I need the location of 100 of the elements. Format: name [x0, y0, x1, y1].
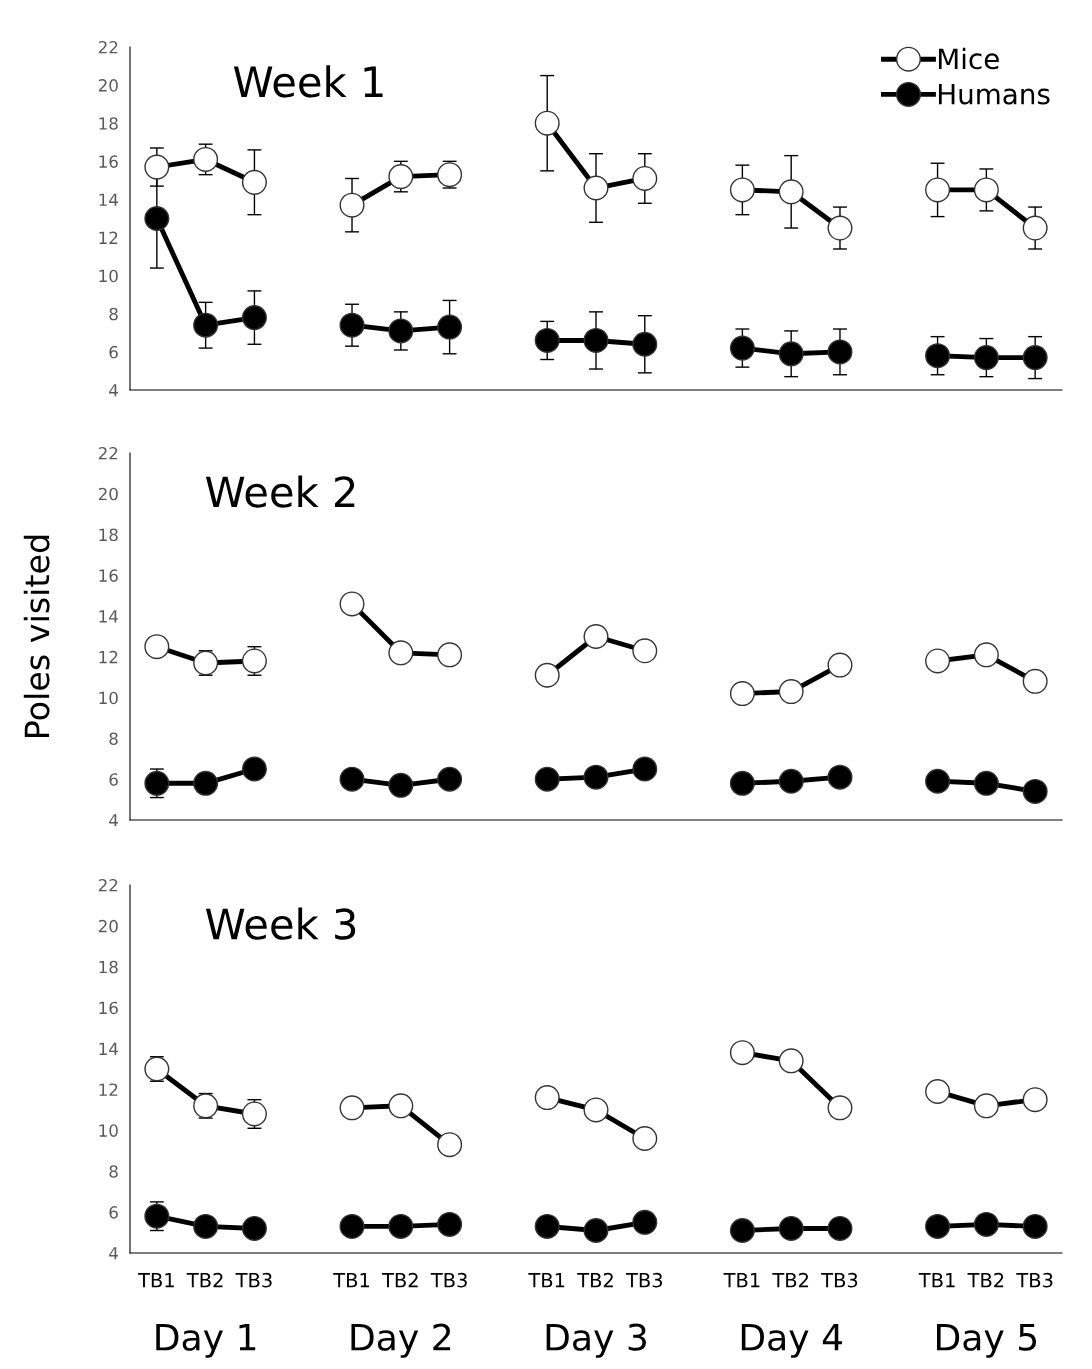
y-tick-label: 8 [109, 732, 118, 746]
point [534, 766, 560, 792]
y-tick-label: 6 [109, 773, 118, 786]
point [339, 312, 365, 338]
y-tick-label: 20 [98, 487, 118, 501]
point [339, 766, 365, 792]
y-axis-title: Poles visited [23, 535, 50, 737]
x-tick-label: TB1 [918, 1273, 955, 1288]
point [973, 177, 999, 203]
point [144, 1056, 170, 1082]
point [193, 770, 219, 796]
y-tick-label: 4 [109, 384, 118, 397]
point [534, 110, 560, 136]
point [778, 679, 804, 705]
point [827, 652, 853, 678]
y-tick-label: 18 [99, 117, 118, 130]
point [925, 1213, 951, 1239]
y-tick-label: 4 [109, 814, 118, 827]
point [778, 1048, 804, 1074]
point [193, 146, 219, 172]
point [339, 591, 365, 617]
point [827, 764, 853, 790]
x-tick-label: TB2 [381, 1272, 418, 1288]
y-tick-label: 12 [99, 231, 118, 244]
point [925, 343, 951, 369]
point [1022, 668, 1048, 694]
point [1022, 1087, 1048, 1113]
x-tick-label: TB3 [430, 1272, 467, 1288]
point [583, 623, 609, 650]
point [534, 1085, 560, 1111]
chart-title: Week 2 [205, 475, 355, 508]
x-tick-label: TB3 [1016, 1272, 1053, 1288]
point [827, 215, 853, 241]
y-tick-label: 16 [99, 569, 118, 582]
legend-label: Humans [938, 83, 1050, 105]
point [534, 327, 560, 353]
point [534, 1213, 560, 1239]
text: Day 1 [156, 1324, 256, 1358]
x-tick-label: TB3 [235, 1272, 272, 1288]
point [534, 662, 560, 688]
y-tick-label: 12 [99, 650, 118, 664]
point [437, 766, 463, 792]
point [583, 1097, 609, 1123]
x-tick-label: TB1 [528, 1273, 565, 1288]
x-tick-label: TB3 [821, 1272, 858, 1288]
point [241, 169, 267, 195]
x-tick-label: TB3 [625, 1272, 663, 1288]
point [437, 162, 463, 188]
x-tick-label: TB1 [723, 1273, 760, 1288]
point [583, 1218, 609, 1244]
point [583, 764, 609, 790]
point [632, 1126, 658, 1152]
point [729, 681, 755, 707]
point [1022, 215, 1048, 241]
point [339, 1213, 365, 1239]
point [241, 1101, 267, 1127]
point [193, 312, 219, 338]
y-tick-label: 22 [98, 40, 118, 54]
x-tick-label: TB2 [772, 1272, 809, 1288]
point [388, 1213, 414, 1239]
x-tick-label: TB2 [577, 1272, 613, 1288]
point [973, 345, 999, 371]
y-tick-label: 10 [99, 691, 118, 705]
point [632, 638, 658, 664]
point [778, 179, 804, 205]
y-tick-label: 18 [99, 960, 118, 974]
point [729, 177, 755, 203]
point [729, 1218, 755, 1244]
y-tick-label: 8 [109, 1165, 118, 1178]
point [827, 1095, 853, 1121]
y-tick-label: 14 [99, 610, 118, 623]
y-tick-label: 20 [98, 79, 118, 92]
point [827, 339, 853, 365]
point [778, 341, 804, 367]
point [1022, 778, 1048, 804]
x-tick-label: TB2 [967, 1272, 1004, 1288]
chart-title: Week 3 [205, 907, 356, 940]
y-tick-label: 16 [99, 155, 118, 168]
x-tick-label: TB2 [186, 1272, 223, 1288]
point [241, 648, 267, 674]
point [241, 1215, 267, 1241]
point [778, 768, 804, 794]
point [437, 1211, 463, 1237]
point [193, 1093, 219, 1119]
point [144, 634, 170, 660]
y-tick-label: 6 [109, 345, 118, 359]
point [973, 1211, 999, 1237]
point [583, 175, 609, 201]
point [388, 164, 414, 190]
point [1022, 1213, 1048, 1239]
point [973, 642, 999, 668]
point [437, 314, 463, 340]
point [241, 305, 267, 331]
point [193, 650, 219, 676]
point [632, 165, 658, 191]
point [241, 756, 267, 782]
point [437, 642, 463, 668]
point [925, 1078, 951, 1104]
point [729, 770, 755, 796]
point [144, 770, 170, 796]
